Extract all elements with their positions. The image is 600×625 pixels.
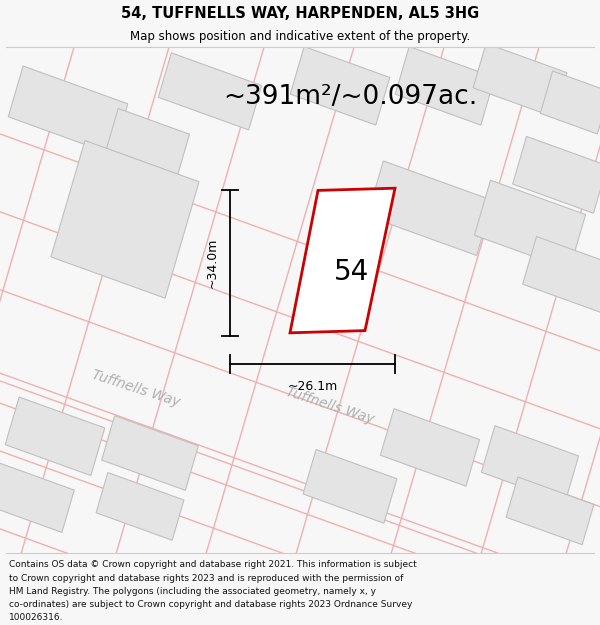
- Text: Map shows position and indicative extent of the property.: Map shows position and indicative extent…: [130, 30, 470, 43]
- Text: 54, TUFFNELLS WAY, HARPENDEN, AL5 3HG: 54, TUFFNELLS WAY, HARPENDEN, AL5 3HG: [121, 6, 479, 21]
- Text: Tuffnells Way: Tuffnells Way: [284, 384, 376, 426]
- Polygon shape: [523, 236, 600, 313]
- Polygon shape: [475, 180, 586, 269]
- Polygon shape: [158, 53, 262, 130]
- Polygon shape: [481, 426, 578, 503]
- Polygon shape: [290, 46, 390, 125]
- Text: 54: 54: [334, 258, 370, 286]
- Text: Contains OS data © Crown copyright and database right 2021. This information is : Contains OS data © Crown copyright and d…: [9, 560, 417, 569]
- Polygon shape: [96, 472, 184, 540]
- Text: HM Land Registry. The polygons (including the associated geometry, namely x, y: HM Land Registry. The polygons (includin…: [9, 587, 376, 596]
- Text: ~391m²/~0.097ac.: ~391m²/~0.097ac.: [223, 84, 477, 110]
- Polygon shape: [290, 188, 395, 333]
- Polygon shape: [380, 409, 479, 486]
- Text: co-ordinates) are subject to Crown copyright and database rights 2023 Ordnance S: co-ordinates) are subject to Crown copyr…: [9, 600, 412, 609]
- Polygon shape: [506, 477, 594, 545]
- Polygon shape: [473, 43, 567, 117]
- Text: to Crown copyright and database rights 2023 and is reproduced with the permissio: to Crown copyright and database rights 2…: [9, 574, 403, 582]
- Polygon shape: [303, 449, 397, 523]
- Polygon shape: [367, 161, 493, 256]
- Text: Tuffnells Way: Tuffnells Way: [90, 368, 182, 409]
- Polygon shape: [5, 397, 105, 476]
- Polygon shape: [106, 109, 190, 174]
- Polygon shape: [512, 136, 600, 213]
- Polygon shape: [8, 66, 128, 154]
- Text: ~34.0m: ~34.0m: [205, 238, 218, 289]
- Polygon shape: [51, 141, 199, 298]
- Polygon shape: [540, 71, 600, 134]
- Polygon shape: [0, 462, 74, 532]
- Polygon shape: [101, 416, 199, 491]
- Text: 100026316.: 100026316.: [9, 614, 64, 622]
- Text: ~26.1m: ~26.1m: [287, 380, 338, 392]
- Polygon shape: [395, 46, 495, 125]
